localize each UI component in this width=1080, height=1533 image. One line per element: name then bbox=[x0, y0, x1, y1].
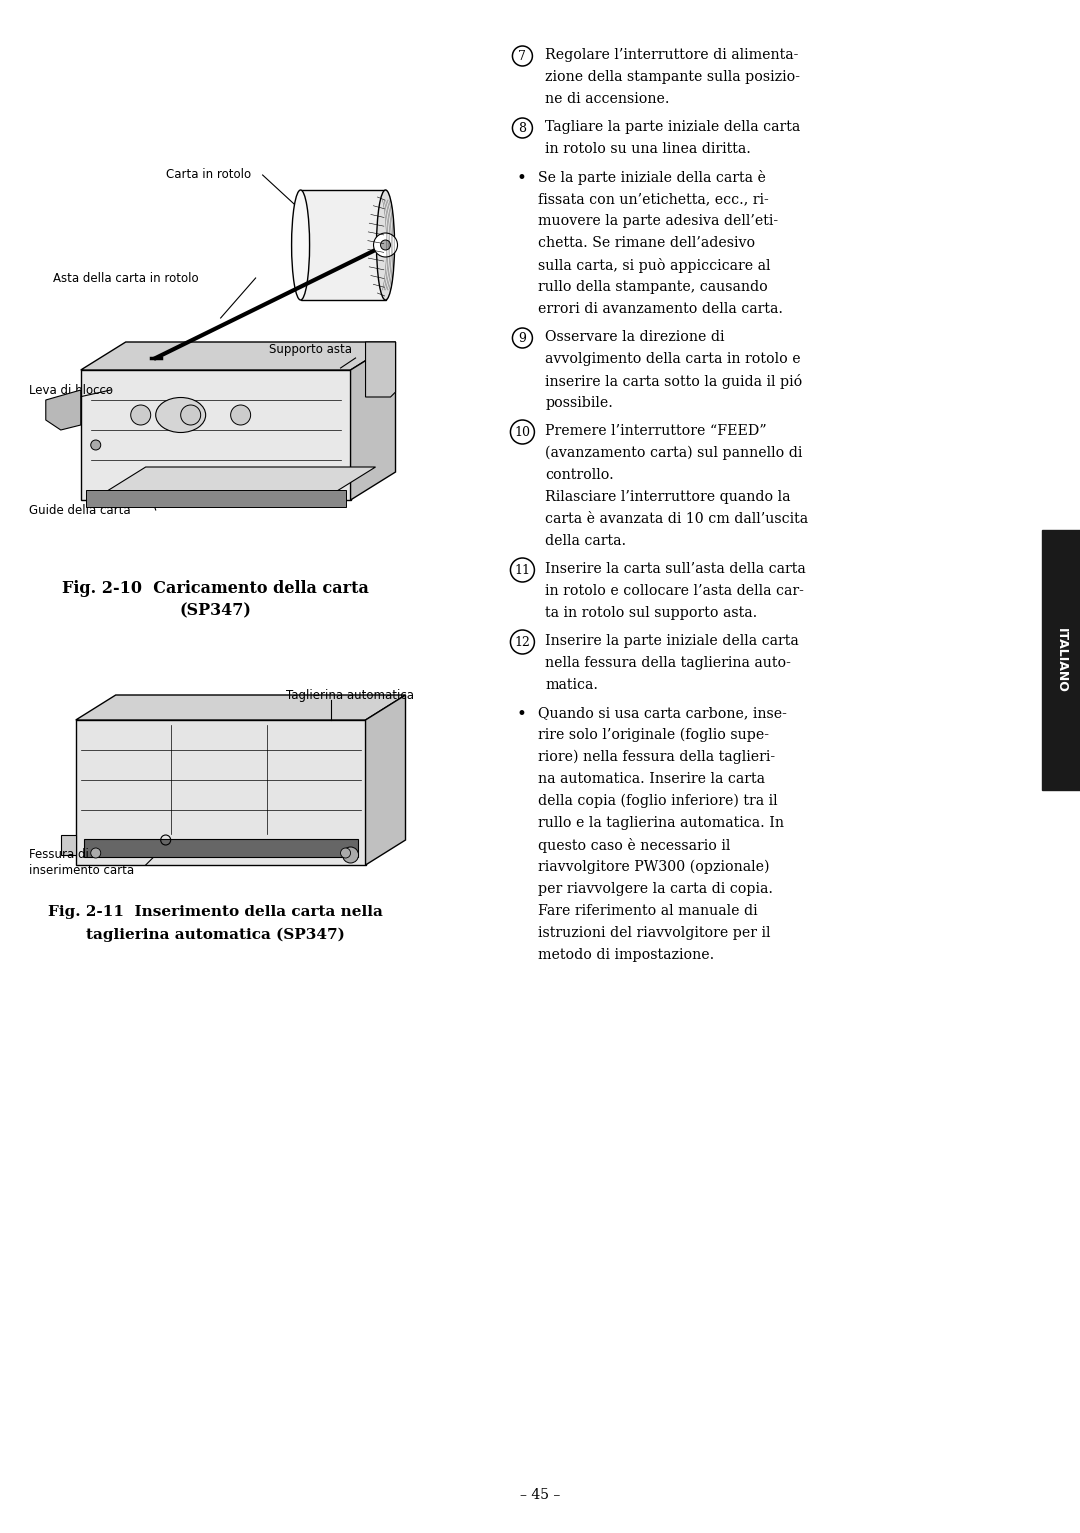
Circle shape bbox=[231, 405, 251, 425]
Text: Tagliare la parte iniziale della carta: Tagliare la parte iniziale della carta bbox=[545, 120, 800, 133]
Text: muovere la parte adesiva dell’eti-: muovere la parte adesiva dell’eti- bbox=[539, 215, 779, 228]
Text: •: • bbox=[516, 170, 526, 187]
Text: 10: 10 bbox=[514, 426, 530, 438]
Text: inserire la carta sotto la guida il pió: inserire la carta sotto la guida il pió bbox=[545, 374, 802, 389]
Text: Regolare l’interruttore di alimenta-: Regolare l’interruttore di alimenta- bbox=[545, 48, 799, 61]
Text: questo caso è necessario il: questo caso è necessario il bbox=[539, 839, 731, 852]
Text: (SP347): (SP347) bbox=[179, 602, 252, 619]
Text: Osservare la direzione di: Osservare la direzione di bbox=[545, 330, 725, 343]
Text: ITALIANO: ITALIANO bbox=[1054, 627, 1067, 693]
Text: 7: 7 bbox=[518, 49, 526, 63]
Text: controllo.: controllo. bbox=[545, 468, 615, 481]
Bar bbox=[81, 369, 351, 500]
Text: metodo di impostazione.: metodo di impostazione. bbox=[539, 947, 715, 963]
Text: ta in rotolo sul supporto asta.: ta in rotolo sul supporto asta. bbox=[545, 606, 758, 619]
Text: carta è avanzata di 10 cm dall’uscita: carta è avanzata di 10 cm dall’uscita bbox=[545, 512, 809, 526]
Text: 8: 8 bbox=[518, 121, 526, 135]
Text: – 45 –: – 45 – bbox=[521, 1489, 561, 1502]
Text: Fare riferimento al manuale di: Fare riferimento al manuale di bbox=[539, 904, 758, 918]
Text: •: • bbox=[516, 707, 526, 724]
Text: riavvolgitore PW300 (opzionale): riavvolgitore PW300 (opzionale) bbox=[539, 860, 770, 874]
Text: avvolgimento della carta in rotolo e: avvolgimento della carta in rotolo e bbox=[545, 353, 801, 366]
Text: rire solo l’originale (foglio supe-: rire solo l’originale (foglio supe- bbox=[539, 728, 769, 742]
Circle shape bbox=[131, 405, 151, 425]
Text: errori di avanzamento della carta.: errori di avanzamento della carta. bbox=[539, 302, 783, 316]
Text: Supporto asta: Supporto asta bbox=[269, 343, 352, 357]
Text: riore) nella fessura della taglieri-: riore) nella fessura della taglieri- bbox=[539, 750, 775, 765]
Text: rullo della stampante, causando: rullo della stampante, causando bbox=[539, 281, 768, 294]
Bar bbox=[60, 835, 76, 855]
Text: in rotolo e collocare l’asta della car-: in rotolo e collocare l’asta della car- bbox=[545, 584, 805, 598]
Text: possibile.: possibile. bbox=[545, 396, 613, 409]
Polygon shape bbox=[45, 389, 81, 429]
Polygon shape bbox=[84, 839, 357, 857]
Text: in rotolo su una linea diritta.: in rotolo su una linea diritta. bbox=[545, 143, 752, 156]
Ellipse shape bbox=[156, 397, 205, 432]
Text: Taglierina automatica: Taglierina automatica bbox=[285, 688, 414, 702]
Text: ne di accensione.: ne di accensione. bbox=[545, 92, 670, 106]
Circle shape bbox=[91, 848, 100, 858]
Text: 12: 12 bbox=[514, 636, 530, 648]
Polygon shape bbox=[85, 491, 346, 507]
Text: Premere l’interruttore “FEED”: Premere l’interruttore “FEED” bbox=[545, 425, 767, 438]
Polygon shape bbox=[365, 694, 405, 865]
Bar bbox=[1042, 530, 1080, 789]
Text: Leva di blocco: Leva di blocco bbox=[29, 383, 112, 397]
Text: Se la parte iniziale della carta è: Se la parte iniziale della carta è bbox=[539, 170, 767, 185]
Text: Fessura di: Fessura di bbox=[29, 848, 89, 862]
Ellipse shape bbox=[377, 190, 394, 300]
Circle shape bbox=[374, 233, 397, 258]
Text: matica.: matica. bbox=[545, 678, 598, 691]
Text: na automatica. Inserire la carta: na automatica. Inserire la carta bbox=[539, 773, 766, 786]
Polygon shape bbox=[76, 694, 405, 721]
Text: Inserire la carta sull’asta della carta: Inserire la carta sull’asta della carta bbox=[545, 563, 806, 576]
Text: (avanzamento carta) sul pannello di: (avanzamento carta) sul pannello di bbox=[545, 446, 802, 460]
Text: Asta della carta in rotolo: Asta della carta in rotolo bbox=[53, 271, 199, 285]
Polygon shape bbox=[81, 342, 395, 369]
Circle shape bbox=[91, 440, 100, 451]
Text: 11: 11 bbox=[514, 564, 530, 576]
Bar bbox=[76, 721, 365, 865]
Polygon shape bbox=[365, 342, 395, 397]
Circle shape bbox=[340, 848, 351, 858]
Polygon shape bbox=[100, 468, 376, 495]
Text: 9: 9 bbox=[518, 331, 526, 345]
Text: rullo e la taglierina automatica. In: rullo e la taglierina automatica. In bbox=[539, 816, 784, 829]
Text: istruzioni del riavvolgitore per il: istruzioni del riavvolgitore per il bbox=[539, 926, 771, 940]
Text: chetta. Se rimane dell’adesivo: chetta. Se rimane dell’adesivo bbox=[539, 236, 756, 250]
Text: sulla carta, si può appiccicare al: sulla carta, si può appiccicare al bbox=[539, 258, 771, 273]
Circle shape bbox=[180, 405, 201, 425]
Text: della copia (foglio inferiore) tra il: della copia (foglio inferiore) tra il bbox=[539, 794, 778, 808]
Text: Guide della carta: Guide della carta bbox=[29, 503, 131, 517]
Text: taglierina automatica (SP347): taglierina automatica (SP347) bbox=[86, 927, 346, 943]
Circle shape bbox=[342, 848, 359, 863]
Text: Quando si usa carta carbone, inse-: Quando si usa carta carbone, inse- bbox=[539, 707, 787, 721]
Text: Fig. 2-10  Caricamento della carta: Fig. 2-10 Caricamento della carta bbox=[63, 579, 369, 596]
Text: Carta in rotolo: Carta in rotolo bbox=[165, 169, 251, 181]
Text: Fig. 2-11  Inserimento della carta nella: Fig. 2-11 Inserimento della carta nella bbox=[49, 904, 383, 918]
Text: Inserire la parte iniziale della carta: Inserire la parte iniziale della carta bbox=[545, 635, 799, 648]
Text: Rilasciare l’interruttore quando la: Rilasciare l’interruttore quando la bbox=[545, 491, 791, 504]
Polygon shape bbox=[351, 342, 395, 500]
Circle shape bbox=[380, 241, 391, 250]
Text: fissata con un’etichetta, ecc., ri-: fissata con un’etichetta, ecc., ri- bbox=[539, 192, 769, 205]
Text: per riavvolgere la carta di copia.: per riavvolgere la carta di copia. bbox=[539, 881, 773, 895]
Ellipse shape bbox=[292, 190, 310, 300]
Text: nella fessura della taglierina auto-: nella fessura della taglierina auto- bbox=[545, 656, 792, 670]
Text: della carta.: della carta. bbox=[545, 533, 626, 547]
Text: inserimento carta: inserimento carta bbox=[29, 863, 134, 877]
Text: zione della stampante sulla posizio-: zione della stampante sulla posizio- bbox=[545, 71, 800, 84]
Polygon shape bbox=[300, 190, 386, 300]
